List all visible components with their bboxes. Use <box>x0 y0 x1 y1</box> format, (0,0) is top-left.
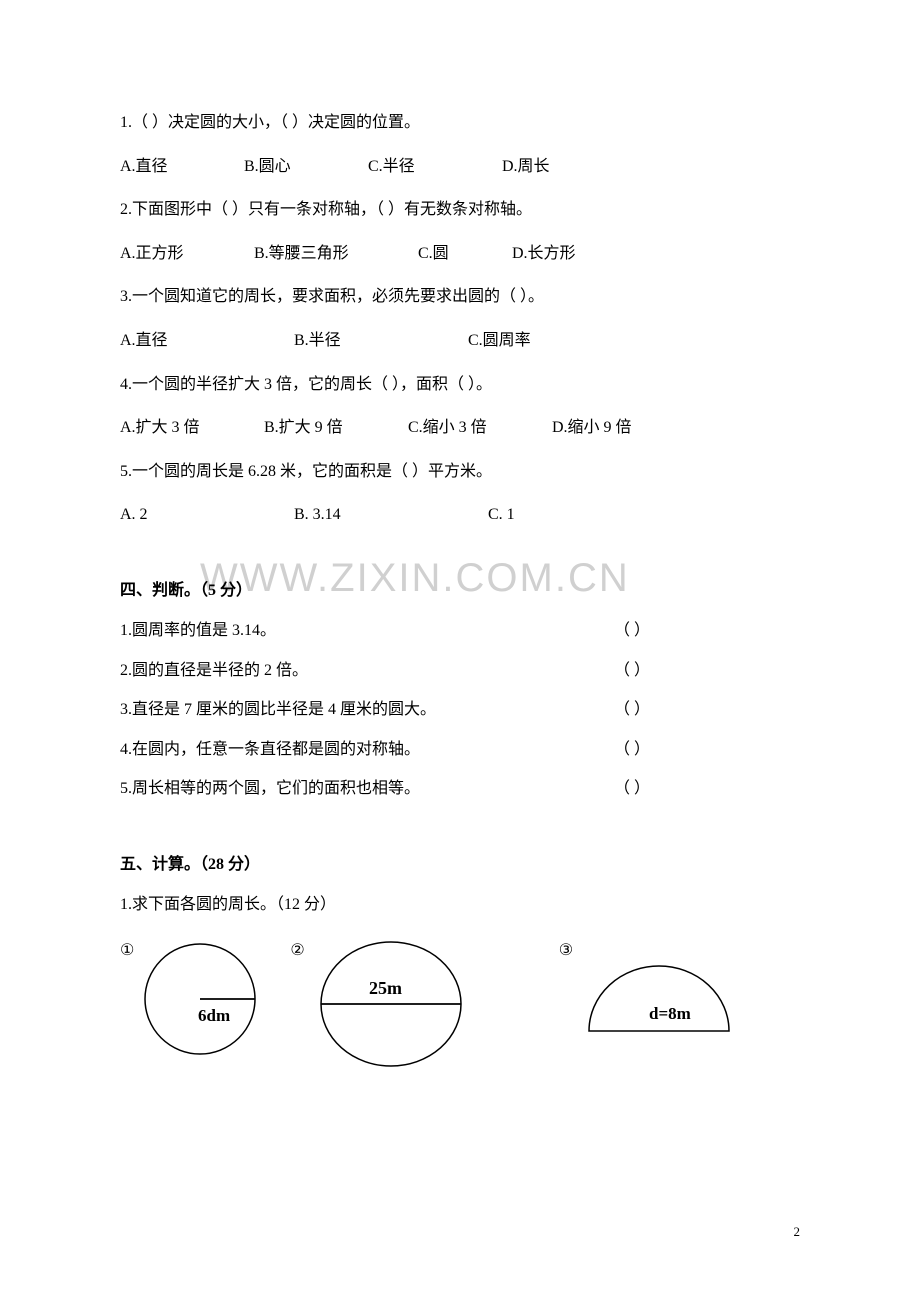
figure-3-num: ③ <box>559 940 573 960</box>
figures-row: ① 6dm ② 25m ③ d=8m <box>120 936 800 1076</box>
q3-opt-b: B.半径 <box>294 328 464 354</box>
q1-text: 1.（ ）决定圆的大小，（ ）决定圆的位置。 <box>120 110 800 136</box>
judge-3: 3.直径是 7 厘米的圆比半径是 4 厘米的圆大。 （ ） <box>120 697 800 723</box>
section5-sub1: 1.求下面各圆的周长。（12 分） <box>120 892 800 918</box>
section4-header: 四、判断。（5 分） <box>120 576 800 600</box>
figure-2-num: ② <box>290 940 304 960</box>
section5-header: 五、计算。（28 分） <box>120 850 800 874</box>
q1-opt-d: D.周长 <box>502 154 550 180</box>
q4-text: 4.一个圆的半径扩大 3 倍，它的周长（ ），面积（ ）。 <box>120 372 800 398</box>
q2-opt-a: A.正方形 <box>120 241 250 267</box>
judge-4-paren: （ ） <box>614 737 650 763</box>
circle-1-label: 6dm <box>198 1006 230 1025</box>
q4-opt-c: C.缩小 3 倍 <box>408 415 548 441</box>
figure-2: ② 25m <box>290 936 470 1076</box>
judge-1-paren: （ ） <box>614 618 650 644</box>
q3-opt-c: C.圆周率 <box>468 328 531 354</box>
q4-opt-d: D.缩小 9 倍 <box>552 415 632 441</box>
q2-opt-c: C.圆 <box>418 241 508 267</box>
judge-3-text: 3.直径是 7 厘米的圆比半径是 4 厘米的圆大。 <box>120 697 436 723</box>
q4-options: A.扩大 3 倍 B.扩大 9 倍 C.缩小 3 倍 D.缩小 9 倍 <box>120 415 800 441</box>
judge-5-paren: （ ） <box>614 776 650 802</box>
q2-opt-d: D.长方形 <box>512 241 576 267</box>
judge-1: 1.圆周率的值是 3.14。 （ ） <box>120 618 800 644</box>
page-number: 2 <box>794 1224 801 1240</box>
judge-2: 2.圆的直径是半径的 2 倍。 （ ） <box>120 658 800 684</box>
q2-text: 2.下面图形中（ ）只有一条对称轴，（ ）有无数条对称轴。 <box>120 197 800 223</box>
q4-opt-b: B.扩大 9 倍 <box>264 415 404 441</box>
judge-4-text: 4.在圆内，任意一条直径都是圆的对称轴。 <box>120 737 420 763</box>
q5-text: 5.一个圆的周长是 6.28 米，它的面积是（ ）平方米。 <box>120 459 800 485</box>
q4-opt-a: A.扩大 3 倍 <box>120 415 260 441</box>
q5-opt-b: B. 3.14 <box>294 502 484 528</box>
q3-text: 3.一个圆知道它的周长，要求面积，必须先要求出圆的（ ）。 <box>120 284 800 310</box>
q1-options: A.直径 B.圆心 C.半径 D.周长 <box>120 154 800 180</box>
q3-options: A.直径 B.半径 C.圆周率 <box>120 328 800 354</box>
judge-4: 4.在圆内，任意一条直径都是圆的对称轴。 （ ） <box>120 737 800 763</box>
judge-3-paren: （ ） <box>614 697 650 723</box>
q1-opt-c: C.半径 <box>368 154 498 180</box>
circle-2-svg: 25m <box>311 936 471 1076</box>
q2-options: A.正方形 B.等腰三角形 C.圆 D.长方形 <box>120 241 800 267</box>
q5-options: A. 2 B. 3.14 C. 1 <box>120 502 800 528</box>
judge-5: 5.周长相等的两个圆，它们的面积也相等。 （ ） <box>120 776 800 802</box>
semicircle-label: d=8m <box>649 1004 691 1023</box>
figure-1-num: ① <box>120 940 134 960</box>
figure-3: ③ d=8m <box>559 936 739 1046</box>
q5-opt-a: A. 2 <box>120 502 290 528</box>
q3-opt-a: A.直径 <box>120 328 290 354</box>
circle-2-label: 25m <box>369 978 402 998</box>
figure-1: ① 6dm <box>120 936 260 1066</box>
judge-2-text: 2.圆的直径是半径的 2 倍。 <box>120 658 308 684</box>
page-content: 1.（ ）决定圆的大小，（ ）决定圆的位置。 A.直径 B.圆心 C.半径 D.… <box>120 110 800 1076</box>
q1-opt-b: B.圆心 <box>244 154 364 180</box>
circle-1-svg: 6dm <box>140 936 260 1066</box>
judge-5-text: 5.周长相等的两个圆，它们的面积也相等。 <box>120 776 420 802</box>
judge-1-text: 1.圆周率的值是 3.14。 <box>120 618 276 644</box>
q5-opt-c: C. 1 <box>488 502 515 528</box>
semicircle-svg: d=8m <box>579 936 739 1046</box>
q1-opt-a: A.直径 <box>120 154 240 180</box>
q2-opt-b: B.等腰三角形 <box>254 241 414 267</box>
judge-2-paren: （ ） <box>614 658 650 684</box>
